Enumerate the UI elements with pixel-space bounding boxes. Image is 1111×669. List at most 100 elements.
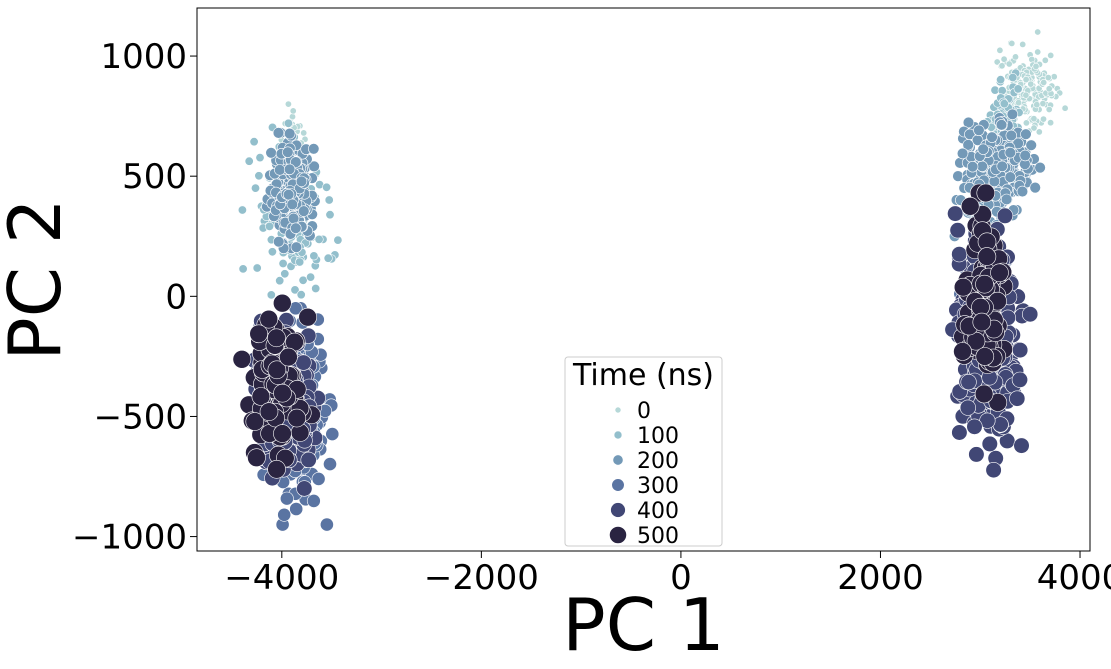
data-point bbox=[1021, 306, 1039, 323]
data-point bbox=[1032, 62, 1040, 70]
data-point bbox=[1025, 139, 1037, 151]
data-point bbox=[308, 160, 320, 173]
legend-marker bbox=[614, 406, 622, 414]
data-point bbox=[1045, 106, 1053, 114]
x-tick-label: 4000 bbox=[1037, 558, 1111, 598]
legend-marker bbox=[612, 454, 624, 466]
data-point bbox=[1047, 119, 1055, 127]
data-point bbox=[267, 459, 286, 479]
x-axis-ticks: −4000 −2000 0 2000 4000 bbox=[224, 551, 1111, 598]
data-point bbox=[1008, 73, 1018, 83]
data-points bbox=[232, 28, 1069, 532]
data-point bbox=[972, 312, 992, 332]
series-500 bbox=[232, 183, 1014, 479]
data-point bbox=[259, 402, 279, 422]
data-point bbox=[962, 116, 975, 129]
legend-label: 100 bbox=[637, 424, 679, 449]
data-point bbox=[279, 491, 294, 506]
data-point bbox=[1033, 101, 1041, 109]
x-axis-label: PC 1 bbox=[562, 583, 724, 667]
data-point bbox=[997, 86, 1007, 96]
data-point bbox=[1040, 79, 1048, 87]
data-point bbox=[289, 107, 297, 115]
legend-label: 500 bbox=[637, 524, 679, 549]
data-point bbox=[314, 234, 324, 244]
data-point bbox=[245, 412, 265, 431]
data-point bbox=[267, 360, 287, 380]
data-point bbox=[947, 205, 964, 222]
data-point bbox=[1011, 371, 1029, 388]
data-point bbox=[968, 446, 985, 463]
data-point bbox=[1013, 84, 1023, 94]
data-point bbox=[1000, 193, 1013, 206]
data-point bbox=[1008, 39, 1016, 47]
legend-marker bbox=[609, 526, 627, 544]
data-point bbox=[308, 143, 320, 155]
legend-box bbox=[564, 356, 723, 547]
data-point bbox=[290, 156, 302, 168]
data-point bbox=[296, 290, 306, 300]
y-tick-label: −500 bbox=[94, 397, 187, 437]
legend-label: 300 bbox=[637, 474, 679, 499]
data-point bbox=[1005, 129, 1017, 142]
data-point bbox=[995, 119, 1008, 131]
data-point bbox=[956, 147, 969, 160]
data-point bbox=[977, 143, 989, 155]
data-point bbox=[998, 62, 1006, 70]
data-point bbox=[275, 276, 285, 286]
data-point bbox=[251, 387, 271, 406]
data-point bbox=[1030, 124, 1038, 132]
data-point bbox=[1027, 80, 1035, 88]
data-point bbox=[290, 222, 302, 234]
data-point bbox=[1016, 185, 1029, 198]
data-point bbox=[1000, 55, 1008, 63]
data-point bbox=[1022, 76, 1030, 84]
x-tick-label: −2000 bbox=[424, 558, 539, 598]
data-point bbox=[298, 205, 310, 217]
data-point bbox=[298, 275, 308, 285]
data-point bbox=[298, 307, 318, 327]
data-point bbox=[996, 75, 1006, 85]
data-point bbox=[284, 100, 292, 108]
data-point bbox=[274, 164, 286, 176]
y-tick-label: 1000 bbox=[100, 37, 187, 77]
y-tick-label: −1000 bbox=[72, 518, 187, 558]
x-tick-label: 0 bbox=[670, 558, 692, 598]
data-point bbox=[1022, 119, 1030, 127]
data-point bbox=[1020, 128, 1032, 140]
data-point bbox=[251, 183, 261, 193]
data-point bbox=[300, 129, 308, 137]
y-axis-label: PC 2 bbox=[0, 198, 77, 360]
data-point bbox=[277, 507, 292, 522]
legend-title: Time (ns) bbox=[572, 358, 714, 393]
data-point bbox=[272, 293, 292, 313]
data-point bbox=[1029, 181, 1041, 194]
data-point bbox=[1034, 28, 1042, 36]
data-point bbox=[324, 195, 334, 205]
data-point bbox=[290, 241, 303, 253]
data-point bbox=[278, 258, 288, 268]
data-point bbox=[953, 277, 973, 297]
data-point bbox=[1035, 128, 1043, 136]
data-point bbox=[966, 418, 983, 435]
data-point bbox=[1004, 171, 1016, 183]
data-point bbox=[232, 349, 252, 369]
data-point bbox=[280, 269, 290, 279]
data-point bbox=[996, 207, 1014, 224]
data-point bbox=[1019, 149, 1031, 162]
data-point bbox=[309, 251, 319, 261]
data-point bbox=[289, 502, 304, 516]
data-point bbox=[306, 493, 321, 508]
plot-frame bbox=[196, 7, 1091, 552]
data-point bbox=[290, 285, 300, 295]
data-point bbox=[295, 257, 305, 267]
y-tick-label: 500 bbox=[122, 157, 187, 197]
data-point bbox=[993, 58, 1001, 66]
data-point bbox=[322, 182, 332, 192]
data-point bbox=[1009, 390, 1026, 407]
data-point bbox=[976, 160, 988, 173]
data-point bbox=[267, 247, 277, 257]
data-point bbox=[273, 424, 292, 443]
